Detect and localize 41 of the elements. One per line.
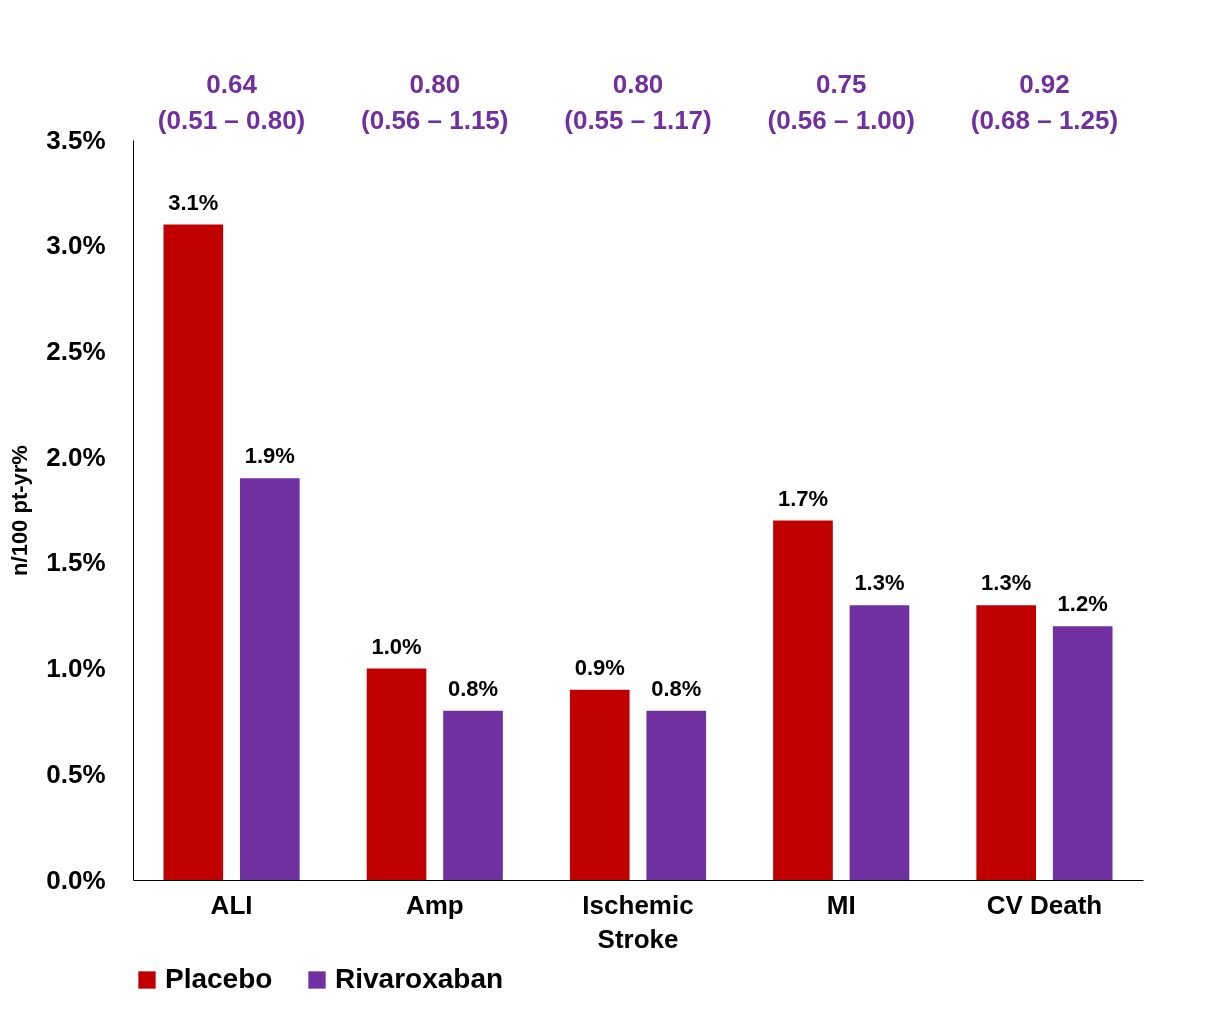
bar [443, 710, 503, 880]
y-tick-label: 0.5% [46, 758, 106, 789]
bar [849, 605, 910, 880]
y-tick-label: 1.0% [46, 653, 106, 684]
y-tick-label: 3.5% [46, 124, 106, 155]
text: 0.80 (0.56 – 1.15) [361, 69, 509, 135]
y-tick-label: 2.0% [46, 441, 106, 472]
bar [1052, 626, 1113, 880]
bar [646, 710, 707, 880]
data-label: 1.2% [1057, 591, 1108, 617]
legend-label: Rivaroxaban [335, 963, 504, 994]
bar [976, 605, 1037, 880]
y-tick-label: 0.0% [46, 864, 106, 895]
data-label: 3.1% [168, 189, 219, 215]
y-tick-label: 1.5% [46, 547, 106, 578]
text: 0.92 (0.68 – 1.25) [970, 69, 1119, 135]
y-axis-title: n/100 pt-yr% [7, 445, 33, 576]
bar [239, 478, 300, 880]
data-label: 1.7% [777, 485, 829, 511]
data-label: 0.8% [447, 675, 499, 701]
text: 0.75 (0.56 – 1.00) [767, 69, 915, 135]
legend-label: Placebo [165, 963, 273, 994]
y-tick-label: 3.0% [46, 230, 106, 261]
x-tick-label: MI [826, 889, 856, 920]
x-tick-label: Ischemic Stroke [582, 889, 694, 954]
text: 0.64 (0.51 – 0.80) [157, 69, 306, 135]
bar [163, 224, 224, 880]
data-label: 0.9% [574, 654, 625, 680]
data-label: 1.9% [244, 443, 295, 469]
bar [569, 689, 630, 880]
x-tick-label: Amp [405, 889, 464, 920]
bar [366, 668, 427, 880]
x-tick-label: ALI [210, 889, 253, 920]
text: 0.80 (0.55 – 1.17) [564, 69, 712, 135]
data-label: 0.8% [651, 675, 702, 701]
data-label: 1.0% [371, 633, 422, 659]
y-tick-label: 2.5% [46, 335, 106, 366]
x-tick-label: CV Death [986, 889, 1103, 920]
bar [773, 520, 833, 880]
data-label: 1.3% [854, 570, 905, 596]
data-label: 1.3% [981, 570, 1032, 596]
